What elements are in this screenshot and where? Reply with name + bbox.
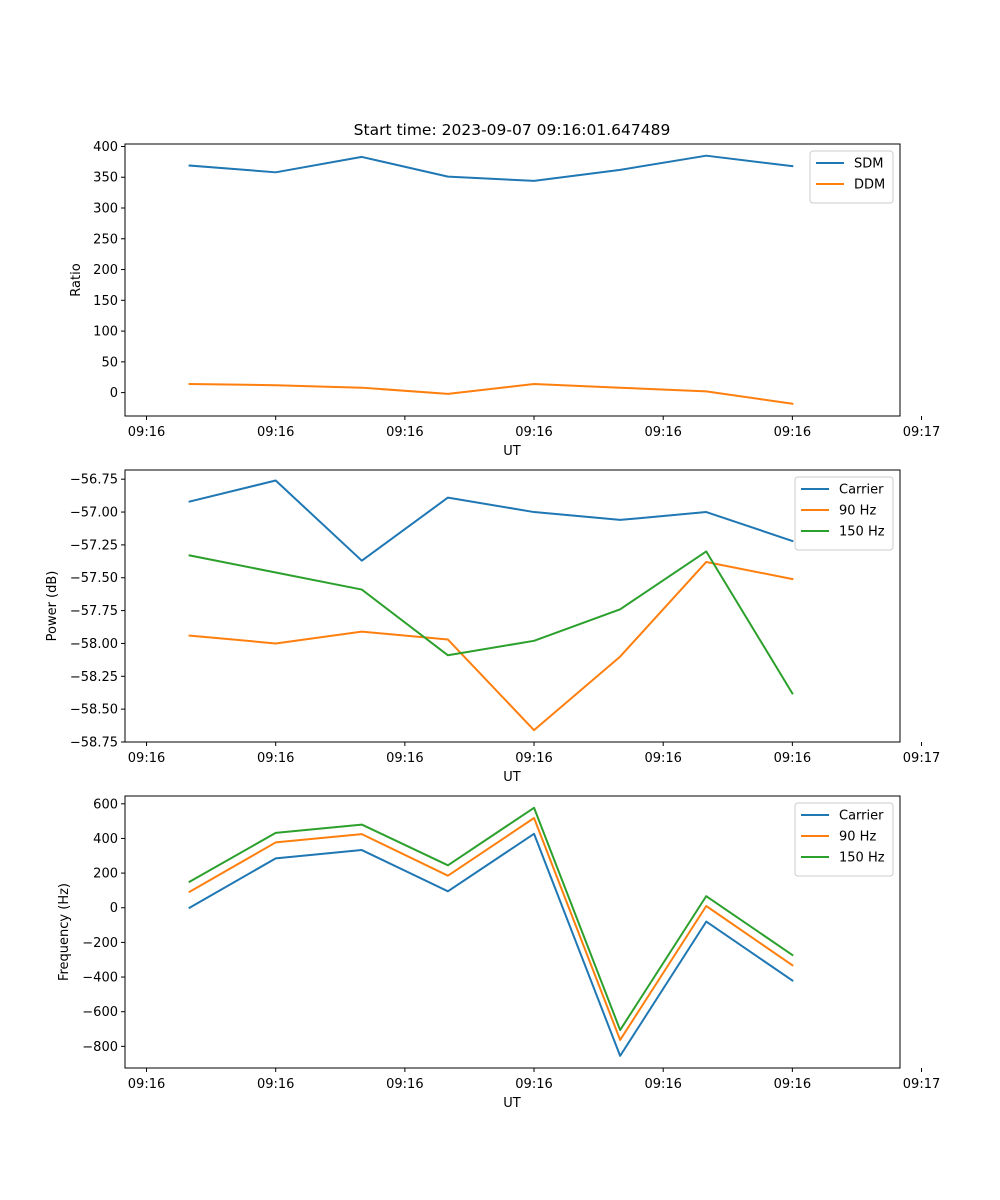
- x-tick-label: 09:16: [128, 425, 165, 440]
- series-lines: [188, 479, 794, 732]
- y-tick-label: 400: [93, 140, 118, 155]
- y-tick-label: 150: [93, 294, 118, 309]
- x-axis-label: UT: [503, 770, 521, 785]
- series-line-90-hz: [188, 817, 794, 1041]
- y-tick-label: −400: [82, 971, 118, 986]
- series-line-ddm: [188, 382, 794, 405]
- series-line-carrier: [188, 479, 794, 562]
- x-tick-label: 09:16: [774, 751, 811, 766]
- x-tick-label: 09:16: [128, 1077, 165, 1092]
- x-tick-label: 09:16: [257, 425, 294, 440]
- y-tick-label: −56.75: [70, 473, 118, 488]
- legend: SDM DDM: [809, 150, 894, 204]
- x-tick-label: 09:17: [903, 1077, 940, 1092]
- series-line-90-hz: [188, 560, 794, 732]
- legend-label: 150 Hz: [839, 851, 885, 866]
- x-tick-label: 09:16: [386, 425, 423, 440]
- figure-title: Start time: 2023-09-07 09:16:01.647489: [354, 121, 671, 139]
- legend: Carrier 90 Hz 150 Hz: [794, 476, 894, 551]
- x-tick-label: 09:16: [774, 1077, 811, 1092]
- y-axis-label: Power (dB): [45, 571, 60, 642]
- x-tick-label: 09:16: [774, 425, 811, 440]
- y-tick-label: −57.75: [70, 604, 118, 619]
- y-tick-label: 200: [93, 867, 118, 882]
- x-tick-label: 09:16: [515, 751, 552, 766]
- y-tick-label: −57.50: [70, 571, 118, 586]
- y-tick-label: −58.75: [70, 736, 118, 751]
- x-tick-label: 09:17: [903, 425, 940, 440]
- y-tick-label: 350: [93, 171, 118, 186]
- y-tick-label: 0: [110, 901, 118, 916]
- x-tick-label: 09:16: [644, 1077, 681, 1092]
- y-tick-label: 200: [93, 263, 118, 278]
- series-lines: [188, 806, 794, 1057]
- series-line-carrier: [188, 832, 794, 1057]
- series-line-sdm: [188, 154, 794, 182]
- x-tick-label: 09:16: [128, 751, 165, 766]
- subplots: 09:16 09:16 09:16 09:16 09:16 09:16 09:17 400 35…: [45, 140, 940, 1111]
- x-tick-label: 09:16: [515, 1077, 552, 1092]
- legend: Carrier 90 Hz 150 Hz: [794, 802, 894, 877]
- x-tick-label: 09:16: [386, 1077, 423, 1092]
- y-tick-label: −600: [82, 1005, 118, 1020]
- series-lines: [188, 154, 794, 405]
- x-axis-label: UT: [503, 444, 521, 459]
- x-tick-label: 09:16: [257, 751, 294, 766]
- series-line-150-hz: [188, 806, 794, 1032]
- subplot-3: 09:16 09:16 09:16 09:16 09:16 09:16 09:17 600 40…: [57, 795, 940, 1111]
- x-tick-label: 09:16: [644, 751, 681, 766]
- y-tick-label: −58.00: [70, 637, 118, 652]
- y-tick-label: −800: [82, 1040, 118, 1055]
- x-tick-label: 09:16: [515, 425, 552, 440]
- legend-label: Carrier: [839, 809, 884, 824]
- y-tick-label: 400: [93, 832, 118, 847]
- y-tick-label: 250: [93, 232, 118, 247]
- legend-label: 90 Hz: [839, 830, 876, 845]
- y-tick-label: 0: [110, 386, 118, 401]
- axes-frame: [124, 795, 901, 1069]
- y-axis-label: Ratio: [69, 263, 84, 296]
- legend-label: 150 Hz: [839, 525, 885, 540]
- y-tick-label: −58.25: [70, 670, 118, 685]
- y-tick-label: 50: [101, 355, 118, 370]
- legend-label: Carrier: [839, 483, 884, 498]
- y-axis-label: Frequency (Hz): [57, 883, 72, 981]
- y-tick-label: −200: [82, 936, 118, 951]
- legend-label: DDM: [854, 178, 885, 193]
- y-tick-label: −58.50: [70, 703, 118, 718]
- x-tick-label: 09:16: [386, 751, 423, 766]
- x-tick-label: 09:16: [644, 425, 681, 440]
- y-tick-label: 600: [93, 797, 118, 812]
- subplot-1: 09:16 09:16 09:16 09:16 09:16 09:16 09:17 400 35…: [69, 140, 940, 459]
- x-tick-label: 09:16: [257, 1077, 294, 1092]
- axes-frame: [124, 469, 901, 743]
- subplot-2: 09:16 09:16 09:16 09:16 09:16 09:16 09:17 −56.7…: [45, 469, 940, 785]
- y-tick-label: 100: [93, 325, 118, 340]
- legend-label: 90 Hz: [839, 504, 876, 519]
- x-axis-label: UT: [503, 1096, 521, 1111]
- axes-frame: [124, 143, 901, 417]
- series-line-150-hz: [188, 550, 794, 695]
- y-tick-label: 300: [93, 202, 118, 217]
- y-tick-label: −57.25: [70, 538, 118, 553]
- legend-label: SDM: [854, 157, 883, 172]
- x-tick-label: 09:17: [903, 751, 940, 766]
- y-tick-label: −57.00: [70, 506, 118, 521]
